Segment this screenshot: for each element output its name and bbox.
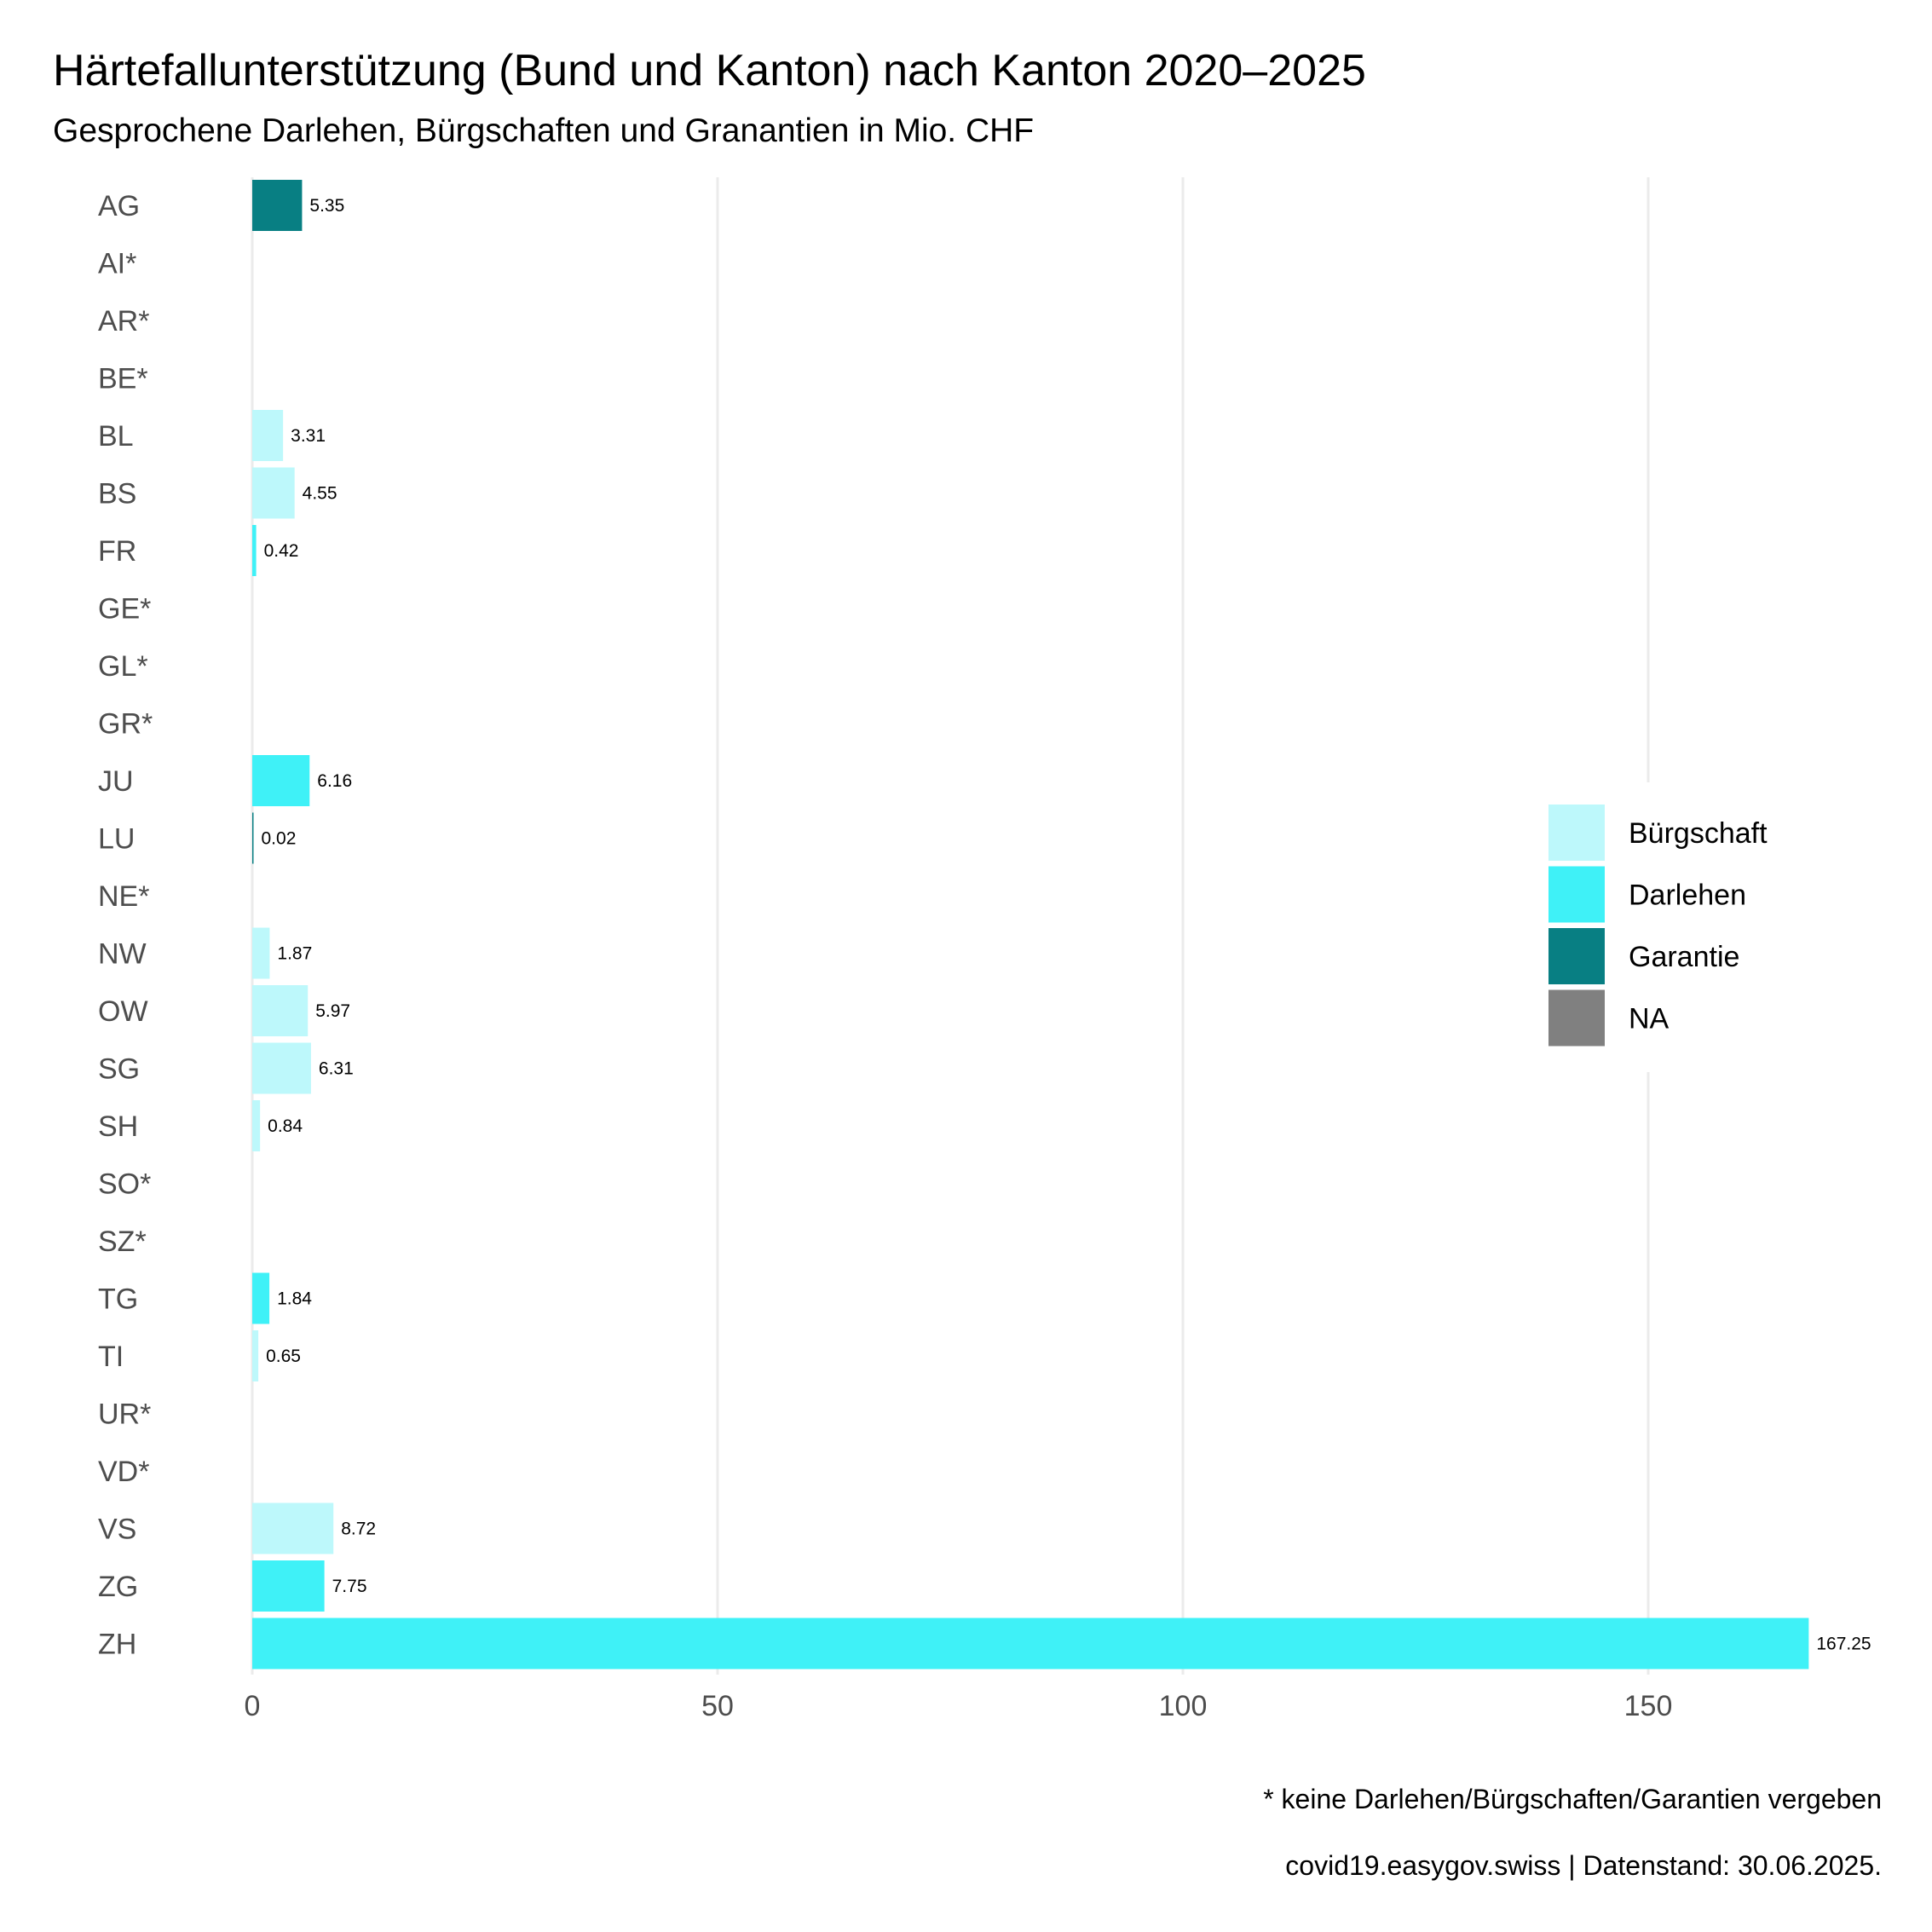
data-label: 0.65 <box>266 1347 301 1366</box>
bar <box>252 1272 270 1324</box>
legend: Bürgschaft Darlehen Garantie NA <box>1539 782 1795 1072</box>
y-tick-label: NW <box>98 938 147 971</box>
data-label: 1.84 <box>277 1289 312 1309</box>
x-tick-label: 100 <box>1159 1690 1208 1722</box>
y-tick-label: BS <box>98 478 136 510</box>
y-tick-label: GE* <box>98 593 151 626</box>
bars: 5.35 3.31 4.55 0.42 6.16 0.02 1.87 5.97 6.31 0.84… <box>252 180 1871 1670</box>
data-label: 6.16 <box>317 771 352 791</box>
x-tick-label: 0 <box>245 1690 261 1722</box>
data-label: 0.02 <box>262 829 297 849</box>
bar <box>252 1330 259 1381</box>
y-tick-label: SZ* <box>98 1226 147 1258</box>
bar <box>252 467 295 519</box>
caption-note: * keine Darlehen/Bürgschaften/Garantien … <box>1263 1784 1882 1814</box>
legend-swatch <box>1548 805 1605 861</box>
caption-source: covid19.easygov.swiss | Datenstand: 30.0… <box>1285 1850 1882 1881</box>
y-axis-labels: AG AI* AR* BE* BL BS FR GE* GL* GR* JU LU NE* NW OW SG S… <box>98 190 153 1661</box>
data-label: 6.31 <box>319 1059 354 1079</box>
data-label: 7.75 <box>332 1577 367 1596</box>
y-tick-label: AR* <box>98 305 149 337</box>
y-tick-label: VS <box>98 1514 136 1546</box>
y-tick-label: JU <box>98 765 134 798</box>
y-tick-label: FR <box>98 535 136 568</box>
y-tick-label: SH <box>98 1110 138 1143</box>
y-tick-label: BL <box>98 420 134 453</box>
y-tick-label: SO* <box>98 1168 151 1201</box>
bar <box>252 1042 311 1094</box>
y-tick-label: TI <box>98 1341 124 1373</box>
legend-label: Darlehen <box>1629 879 1746 912</box>
legend-swatch <box>1548 866 1605 923</box>
bar <box>252 1502 334 1554</box>
data-label: 0.84 <box>268 1116 303 1136</box>
legend-swatch <box>1548 989 1605 1047</box>
y-tick-label: ZG <box>98 1571 138 1603</box>
bar <box>252 180 303 231</box>
x-tick-label: 50 <box>701 1690 734 1722</box>
y-tick-label: AI* <box>98 248 136 280</box>
x-axis-labels: 0 50 100 150 <box>245 1690 1673 1722</box>
data-label: 4.55 <box>303 484 337 504</box>
y-tick-label: ZH <box>98 1629 136 1661</box>
bar <box>252 410 284 461</box>
bar <box>252 525 257 576</box>
bar <box>252 985 309 1036</box>
data-label: 8.72 <box>341 1520 376 1539</box>
y-tick-label: GL* <box>98 650 148 683</box>
data-label: 0.42 <box>264 541 299 561</box>
y-tick-label: TG <box>98 1283 138 1316</box>
bar <box>252 1618 1809 1670</box>
chart-title: Härtefallunterstützung (Bund und Kanton)… <box>53 46 1366 95</box>
data-label: 5.97 <box>315 1001 350 1021</box>
bar <box>252 755 310 806</box>
y-tick-label: GR* <box>98 708 153 741</box>
gridlines <box>251 177 1650 1675</box>
bar <box>252 927 270 979</box>
y-tick-label: LU <box>98 823 135 856</box>
chart-subtitle: Gesprochene Darlehen, Bürgschaften und G… <box>53 112 1034 149</box>
y-tick-label: NE* <box>98 880 149 913</box>
legend-label: Bürgschaft <box>1629 817 1768 850</box>
y-tick-label: VD* <box>98 1456 149 1488</box>
data-label: 5.35 <box>309 196 344 216</box>
x-tick-label: 150 <box>1624 1690 1673 1722</box>
y-tick-label: UR* <box>98 1399 151 1431</box>
data-label: 167.25 <box>1816 1635 1871 1654</box>
data-label: 1.87 <box>277 944 312 964</box>
legend-label: Garantie <box>1629 941 1739 973</box>
y-tick-label: BE* <box>98 363 148 395</box>
data-label: 3.31 <box>291 426 326 446</box>
legend-swatch <box>1548 928 1605 984</box>
bar <box>252 812 254 864</box>
bar <box>252 1100 261 1151</box>
y-tick-label: SG <box>98 1053 140 1086</box>
y-tick-label: OW <box>98 995 148 1028</box>
y-tick-label: AG <box>98 190 140 222</box>
bar <box>252 1560 325 1612</box>
legend-label: NA <box>1629 1003 1670 1035</box>
